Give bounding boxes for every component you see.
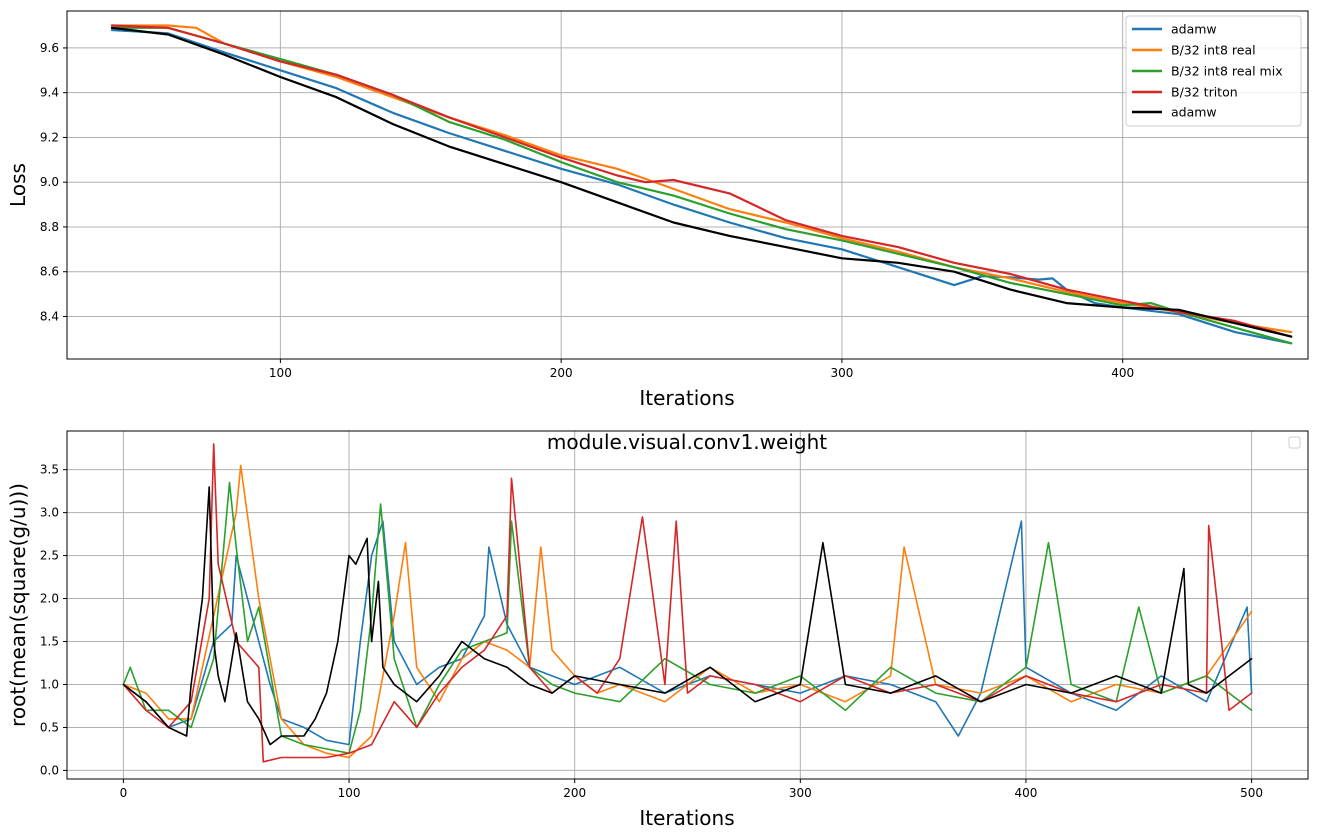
grad-ratio-chart-y-tick-label: 0.5 — [40, 720, 59, 734]
grad-ratio-chart-y-tick-label: 0.0 — [40, 763, 59, 777]
loss-chart-frame — [66, 10, 1309, 360]
grad-ratio-empty-legend — [1288, 436, 1301, 449]
legend-label-adamw: adamw — [1171, 22, 1217, 37]
grad-ratio-chart-x-tick-label: 100 — [338, 786, 361, 800]
loss-chart-series-adamw — [110, 28, 1293, 345]
loss-chart-legend: adamw B/32 int8 real B/32 int8 real mix … — [1125, 15, 1302, 127]
loss-chart-y-tick-label: 9.4 — [40, 86, 59, 100]
grad-ratio-chart-x-tick-label: 400 — [1015, 786, 1038, 800]
grad-ratio-chart-title: module.visual.conv1.weight — [547, 430, 827, 454]
grad-ratio-chart-y-tick-label: 3.5 — [40, 463, 59, 477]
legend-label-adamw-black: adamw — [1171, 105, 1217, 120]
grad-ratio-chart-x-tick-label: 500 — [1240, 786, 1263, 800]
grad-ratio-chart-series-black — [122, 486, 1253, 746]
grad-ratio-chart-x-tick-label: 200 — [563, 786, 586, 800]
loss-chart-y-tick-label: 8.6 — [40, 265, 59, 279]
loss-chart-y-tick-label: 9.0 — [40, 175, 59, 189]
grad-ratio-chart-y-tick-label: 1.5 — [40, 635, 59, 649]
loss-chart: 100 200 300 400 8.4 8.6 8.8 9.0 9.2 9.4 9.6 Iterat… — [6, 10, 1309, 410]
legend-label-b32-int8-real: B/32 int8 real — [1171, 43, 1256, 58]
loss-chart-x-tick-label: 100 — [269, 366, 292, 380]
grad-ratio-chart: 0 100 200 300 400 500 0.0 0.5 1.0 1.5 2.0 2.5 3.0 3.5… — [6, 430, 1309, 830]
loss-chart-x-tick-label: 300 — [830, 366, 853, 380]
loss-chart-y-tick-label: 9.2 — [40, 130, 59, 144]
grad-ratio-chart-series-red — [122, 443, 1253, 763]
loss-chart-x-tick-label: 400 — [1111, 366, 1134, 380]
loss-chart-x-tick-label: 200 — [550, 366, 573, 380]
loss-chart-y-tick-label: 9.6 — [40, 41, 59, 55]
grad-ratio-chart-y-tick-label: 2.5 — [40, 549, 59, 563]
grad-ratio-chart-x-tick-label: 0 — [120, 786, 128, 800]
legend-label-b32-triton: B/32 triton — [1171, 85, 1238, 100]
grad-ratio-chart-y-tick-label: 2.0 — [40, 592, 59, 606]
loss-chart-series-b32-triton — [110, 24, 1293, 338]
grad-ratio-chart-y-label: root(mean(square(g/u))) — [6, 483, 30, 727]
grad-ratio-chart-x-tick-label: 300 — [789, 786, 812, 800]
grad-ratio-chart-y-tick-label: 1.0 — [40, 677, 59, 691]
loss-chart-series-adamw-black — [110, 26, 1293, 338]
legend-label-b32-int8-real-mix: B/32 int8 real mix — [1171, 64, 1283, 79]
loss-chart-y-tick-label: 8.4 — [40, 309, 59, 323]
grad-ratio-chart-x-label: Iterations — [639, 806, 734, 830]
loss-chart-y-label: Loss — [6, 163, 30, 207]
grad-ratio-chart-series-green — [122, 481, 1253, 755]
grad-ratio-chart-frame — [66, 430, 1309, 780]
grad-ratio-chart-series-blue — [122, 520, 1253, 746]
grad-ratio-chart-y-tick-label: 3.0 — [40, 506, 59, 520]
loss-chart-y-tick-label: 8.8 — [40, 220, 59, 234]
loss-chart-x-label: Iterations — [639, 386, 734, 410]
